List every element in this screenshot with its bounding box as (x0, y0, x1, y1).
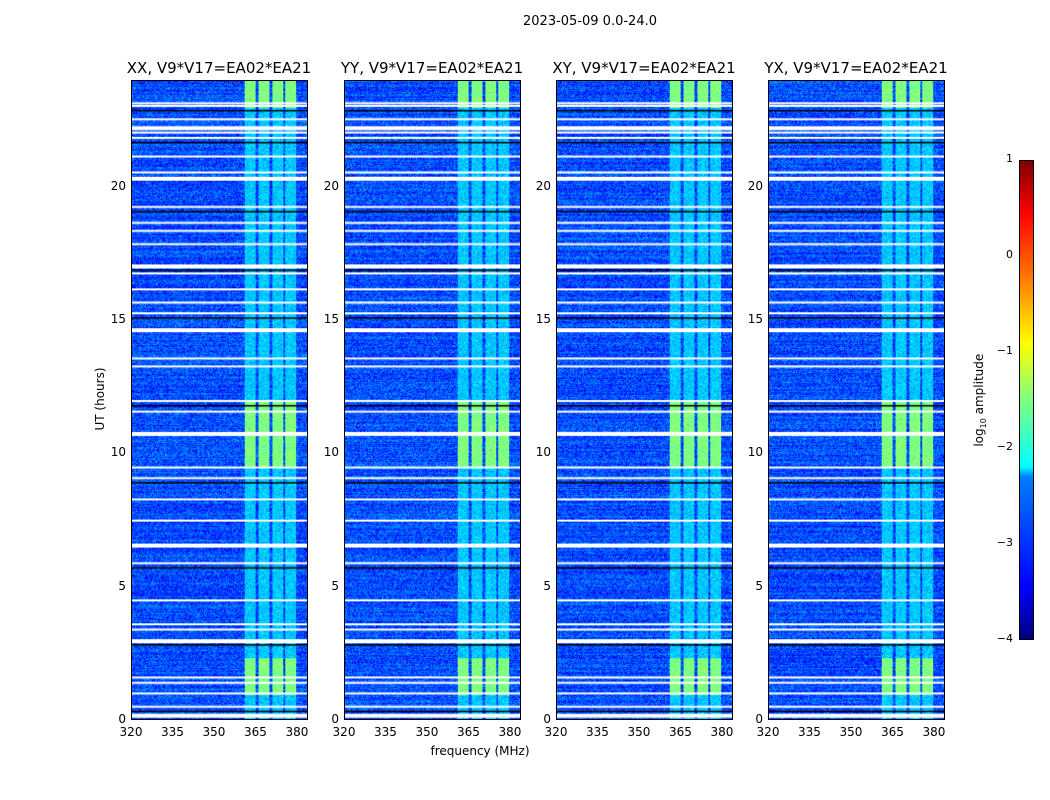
x-tick-label: 320 (332, 725, 356, 739)
panel-title: XX, V9*V17=EA02*EA21 (126, 59, 312, 77)
spectrogram-panel (344, 80, 521, 720)
colorbar-label: log10 amplitude (971, 353, 989, 447)
x-tick-label: 380 (710, 725, 734, 739)
y-tick-label: 5 (118, 578, 126, 593)
x-tick-label: 380 (285, 725, 309, 739)
x-tick-label: 320 (119, 725, 143, 739)
y-tick-label: 0 (331, 712, 339, 726)
panel-title: XY, V9*V17=EA02*EA21 (552, 59, 736, 77)
x-tick-label: 335 (798, 725, 821, 739)
spectrogram-panel (556, 80, 733, 720)
y-tick-label: 10 (110, 445, 126, 460)
figure-title: 2023-05-09 0.0-24.0 (523, 14, 657, 29)
panel-title: YX, V9*V17=EA02*EA21 (764, 59, 948, 77)
x-tick-label: 380 (498, 725, 522, 739)
x-tick-label: 350 (415, 725, 439, 739)
colorbar-tick-label: −1 (996, 344, 1013, 357)
spectrogram-panel (131, 80, 308, 720)
colorbar (1019, 160, 1034, 640)
x-tick-label: 335 (161, 725, 184, 739)
y-tick-label: 20 (110, 178, 126, 193)
x-tick-label: 320 (756, 725, 780, 739)
colorbar-tick-label: 0 (1006, 248, 1013, 261)
y-tick-label: 0 (755, 712, 763, 726)
colorbar-tick-label: 1 (1006, 152, 1013, 165)
y-tick-label: 10 (323, 445, 339, 460)
y-tick-label: 5 (755, 578, 763, 593)
y-tick-label: 15 (110, 312, 126, 326)
y-axis-label: UT (hours) (93, 367, 107, 431)
x-tick-label: 320 (544, 725, 568, 739)
y-tick-label: 5 (543, 578, 551, 593)
y-tick-label: 15 (535, 312, 551, 326)
x-tick-label: 350 (839, 725, 863, 739)
x-tick-label: 365 (457, 725, 480, 739)
y-tick-label: 5 (331, 578, 339, 593)
x-tick-label: 380 (922, 725, 946, 739)
x-tick-label: 365 (669, 725, 692, 739)
y-tick-label: 15 (747, 312, 763, 326)
y-tick-label: 15 (323, 312, 339, 326)
spectrogram-panel (768, 80, 945, 720)
panel-title: YY, V9*V17=EA02*EA21 (340, 59, 524, 77)
colorbar-tick-label: −2 (996, 440, 1013, 453)
y-tick-label: 20 (747, 178, 763, 193)
y-tick-label: 10 (747, 445, 763, 460)
x-tick-label: 335 (586, 725, 609, 739)
x-tick-label: 350 (202, 725, 226, 739)
y-tick-label: 20 (535, 178, 551, 193)
x-tick-label: 335 (374, 725, 397, 739)
colorbar-tick-label: −4 (996, 632, 1013, 645)
x-tick-label: 365 (244, 725, 267, 739)
x-tick-label: 350 (627, 725, 651, 739)
x-axis-label: frequency (MHz) (430, 744, 530, 758)
y-tick-label: 0 (543, 712, 551, 726)
x-tick-label: 365 (881, 725, 904, 739)
y-tick-label: 20 (323, 178, 339, 193)
y-tick-label: 10 (535, 445, 551, 460)
y-tick-label: 0 (118, 712, 126, 726)
colorbar-tick-label: −3 (996, 536, 1013, 549)
